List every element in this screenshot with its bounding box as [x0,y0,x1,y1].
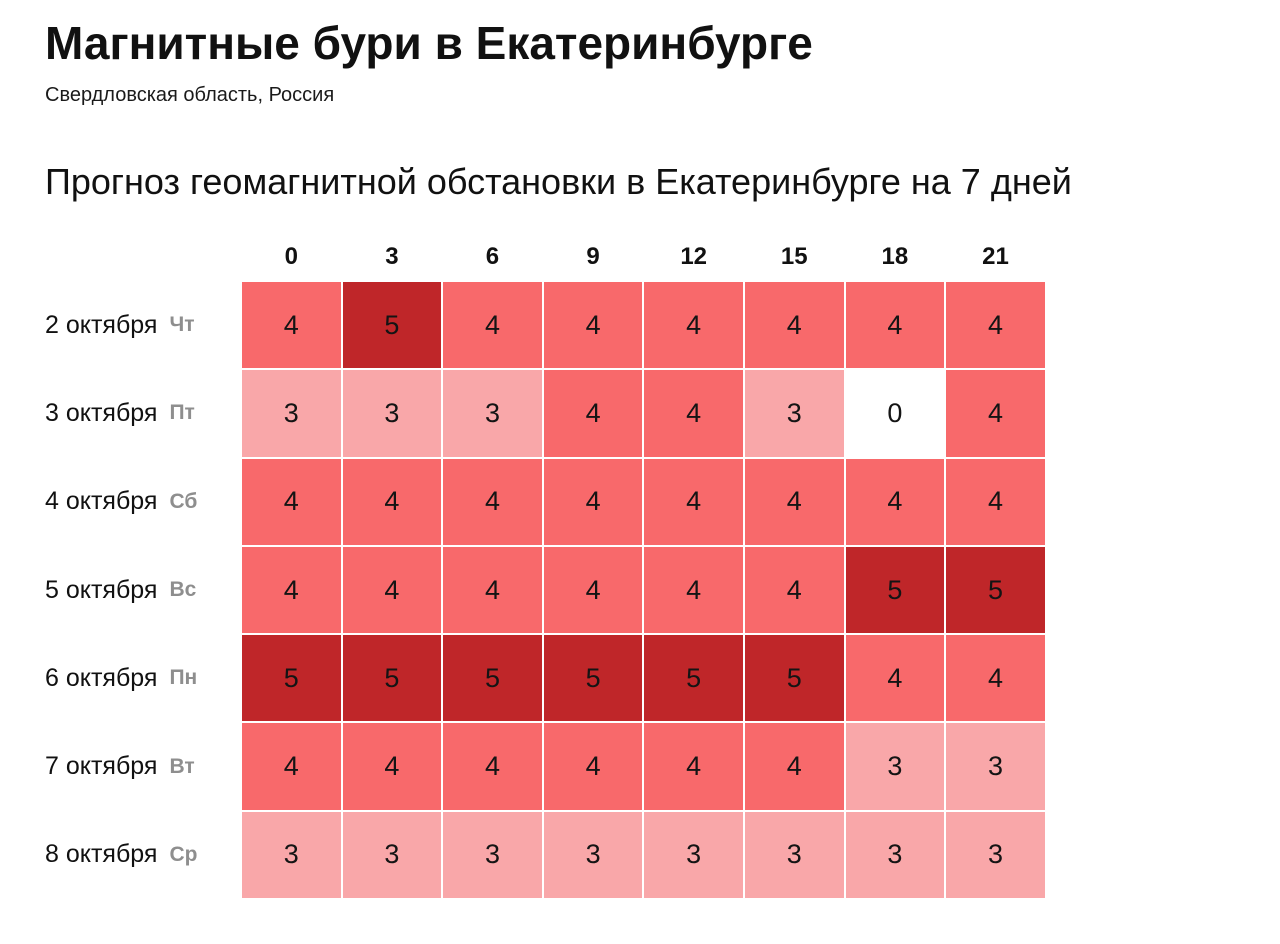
heatmap-cell: 4 [442,545,543,635]
heatmap-cell: 5 [241,634,342,723]
page-subtitle: Свердловская область, Россия [45,84,335,106]
heatmap-cell: 4 [844,457,946,546]
heatmap-cell: 3 [341,369,443,458]
row-label: 6 октября Пн [45,634,241,722]
heatmap-cell: 3 [945,722,1046,811]
heatmap-cell: 4 [743,457,845,546]
heatmap-cell: 4 [542,369,644,458]
heatmap-cell: 4 [743,281,845,370]
hour-label: 6 [485,243,500,270]
heatmap-cell: 4 [844,634,946,723]
row-date: 4 октября [45,487,158,516]
hour-label: 0 [284,243,298,270]
heatmap-cell: 3 [945,810,1046,900]
heatmap-cell: 4 [341,545,443,635]
heatmap-cell: 4 [341,722,443,811]
heatmap-cell: 4 [945,281,1046,370]
heatmap-cell: 3 [743,810,845,900]
heatmap-cell: 3 [643,810,744,900]
row-date: 5 октября [45,575,158,604]
row-weekday: Пт [169,401,195,425]
heatmap-cell: 5 [341,281,443,370]
hour-label: 12 [680,243,708,270]
section-heading: Прогноз геомагнитной обстановки в Екатер… [45,161,1072,202]
heatmap-cell: 4 [442,722,543,811]
heatmap-cell: 4 [241,281,342,370]
row-date: 6 октября [45,663,158,692]
heatmap-cell: 3 [844,810,946,900]
heatmap-cell: 3 [341,810,443,900]
heatmap-cell: 3 [241,369,342,458]
row-weekday: Чт [169,313,195,337]
row-weekday: Вс [169,578,197,602]
row-date: 7 октября [45,752,158,781]
heatmap-cell: 3 [743,369,845,458]
heatmap-cell: 3 [442,369,543,458]
page: Магнитные бури в Екатеринбурге Свердловс… [45,17,1072,900]
heatmap-cell: 4 [542,281,644,370]
heatmap-corner [45,239,241,281]
heatmap-cell: 4 [241,545,342,635]
heatmap-cell: 4 [542,457,644,546]
row-date: 8 октября [45,840,158,869]
hour-label: 3 [385,243,399,270]
heatmap-cell: 5 [945,545,1046,635]
row-label: 4 октября Сб [45,458,241,546]
heatmap-cell: 4 [945,634,1046,723]
heatmap-cell: 4 [241,457,342,546]
heatmap-cell: 4 [241,722,342,811]
heatmap-cell: 4 [743,722,845,811]
heatmap-cell: 4 [542,722,644,811]
heatmap-cell: 4 [945,457,1046,546]
heatmap-cell: 4 [643,545,744,635]
heatmap-cell: 4 [945,369,1046,458]
row-date: 3 октября [45,398,158,427]
heatmap-cell: 5 [542,634,644,723]
row-label: 7 октября Вт [45,722,241,810]
heatmap-cell: 4 [442,281,543,370]
row-label: 5 октября Вс [45,546,241,634]
row-date: 2 октября [45,310,158,339]
heatmap-cell: 3 [442,810,543,900]
heatmap-cell: 5 [844,545,946,635]
row-weekday: Сб [169,489,198,513]
heatmap-cell: 4 [743,545,845,635]
row-label: 8 октября Ср [45,811,241,899]
hour-label: 15 [780,243,808,270]
heatmap-cell: 4 [643,281,744,370]
hour-label: 21 [982,243,1009,270]
heatmap-cell: 3 [241,810,342,900]
heatmap-cell: 5 [442,634,543,723]
hour-label: 9 [586,243,600,270]
row-weekday: Вт [169,754,195,778]
heatmap-cell: 3 [542,810,644,900]
heatmap-cell: 4 [341,457,443,546]
heatmap-cell: 4 [442,457,543,546]
heatmap-cell: 3 [844,722,946,811]
heatmap-cell: 4 [643,457,744,546]
heatmap-cell: 4 [643,369,744,458]
row-weekday: Пн [169,666,198,690]
heatmap: 0 3 6 9 12 15 18 21 2 октября Чт 4 5 4 4 4 4 4 4 3 октября… [45,239,1046,900]
hour-label: 18 [881,243,909,270]
heatmap-cell: 4 [844,281,946,370]
heatmap-cell: 5 [643,634,744,723]
heatmap-cell: 4 [643,722,744,811]
row-label: 2 октября Чт [45,281,241,369]
row-label: 3 октября Пт [45,369,241,457]
page-title: Магнитные бури в Екатеринбурге [45,17,813,69]
heatmap-cell: 5 [743,634,845,723]
heatmap-cell: 5 [341,634,443,723]
row-weekday: Ср [169,842,198,866]
heatmap-cell: 0 [844,369,946,458]
heatmap-cell: 4 [542,545,644,635]
